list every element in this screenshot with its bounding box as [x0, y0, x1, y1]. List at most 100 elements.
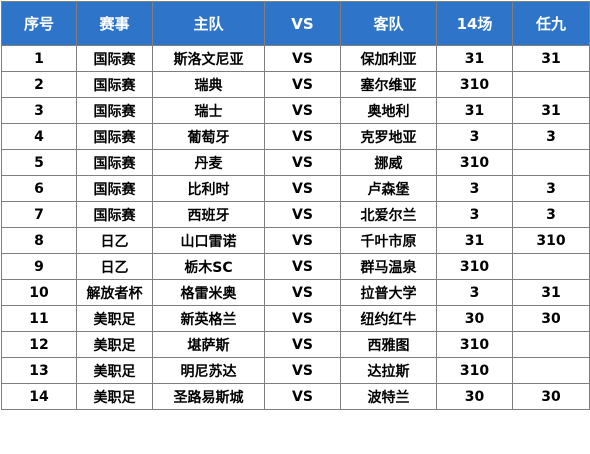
- table-body: 1 国际赛 斯洛文尼亚 VS 保加利亚 31 31 2 国际赛 瑞典 VS 塞尔维亚 310 3 国际赛 瑞士…: [1, 45, 590, 410]
- table-row: 10 解放者杯 格雷米奥 VS 拉普大学 3 31: [1, 279, 590, 306]
- cell-vs: VS: [264, 331, 341, 358]
- cell-home-team: 堪萨斯: [152, 331, 265, 358]
- cell-no: 11: [1, 305, 77, 332]
- cell-away-team: 北爱尔兰: [340, 201, 437, 228]
- cell-event: 美职足: [76, 357, 153, 384]
- cell-r9-pick: 31: [512, 45, 590, 72]
- table-row: 4 国际赛 葡萄牙 VS 克罗地亚 3 3: [1, 123, 590, 150]
- cell-away-team: 塞尔维亚: [340, 71, 437, 98]
- cell-home-team: 比利时: [152, 175, 265, 202]
- header-event: 赛事: [76, 1, 153, 46]
- cell-event: 国际赛: [76, 123, 153, 150]
- header-vs: VS: [264, 1, 341, 46]
- cell-away-team: 保加利亚: [340, 45, 437, 72]
- cell-home-team: 新英格兰: [152, 305, 265, 332]
- cell-14-pick: 310: [436, 331, 513, 358]
- cell-r9-pick: 31: [512, 97, 590, 124]
- cell-no: 13: [1, 357, 77, 384]
- cell-14-pick: 31: [436, 227, 513, 254]
- cell-r9-pick: 30: [512, 305, 590, 332]
- cell-14-pick: 3: [436, 279, 513, 306]
- cell-event: 美职足: [76, 383, 153, 410]
- cell-no: 4: [1, 123, 77, 150]
- cell-event: 国际赛: [76, 201, 153, 228]
- table-row: 8 日乙 山口雷诺 VS 千叶市原 31 310: [1, 227, 590, 254]
- cell-event: 国际赛: [76, 149, 153, 176]
- cell-home-team: 明尼苏达: [152, 357, 265, 384]
- cell-r9-pick: [512, 71, 590, 98]
- table-row: 6 国际赛 比利时 VS 卢森堡 3 3: [1, 175, 590, 202]
- cell-vs: VS: [264, 71, 341, 98]
- cell-away-team: 奥地利: [340, 97, 437, 124]
- header-no: 序号: [1, 1, 77, 46]
- cell-event: 国际赛: [76, 97, 153, 124]
- cell-no: 1: [1, 45, 77, 72]
- cell-14-pick: 3: [436, 175, 513, 202]
- cell-event: 国际赛: [76, 175, 153, 202]
- cell-away-team: 西雅图: [340, 331, 437, 358]
- cell-no: 9: [1, 253, 77, 280]
- cell-14-pick: 30: [436, 305, 513, 332]
- cell-no: 6: [1, 175, 77, 202]
- cell-vs: VS: [264, 357, 341, 384]
- cell-home-team: 栃木SC: [152, 253, 265, 280]
- cell-vs: VS: [264, 383, 341, 410]
- cell-event: 美职足: [76, 331, 153, 358]
- cell-14-pick: 3: [436, 201, 513, 228]
- match-schedule-table: 序号 赛事 主队 VS 客队 14场 任九 1 国际赛 斯洛文尼亚 VS 保加利亚 31 3…: [1, 1, 590, 410]
- table-row: 13 美职足 明尼苏达 VS 达拉斯 310: [1, 357, 590, 384]
- cell-no: 10: [1, 279, 77, 306]
- cell-vs: VS: [264, 123, 341, 150]
- cell-home-team: 格雷米奥: [152, 279, 265, 306]
- cell-away-team: 卢森堡: [340, 175, 437, 202]
- header-r9: 任九: [512, 1, 590, 46]
- cell-r9-pick: 310: [512, 227, 590, 254]
- cell-r9-pick: 30: [512, 383, 590, 410]
- cell-home-team: 西班牙: [152, 201, 265, 228]
- cell-home-team: 丹麦: [152, 149, 265, 176]
- cell-event: 解放者杯: [76, 279, 153, 306]
- cell-vs: VS: [264, 97, 341, 124]
- cell-14-pick: 310: [436, 357, 513, 384]
- table-row: 7 国际赛 西班牙 VS 北爱尔兰 3 3: [1, 201, 590, 228]
- cell-14-pick: 31: [436, 45, 513, 72]
- header-row: 序号 赛事 主队 VS 客队 14场 任九: [1, 1, 590, 46]
- cell-no: 14: [1, 383, 77, 410]
- cell-home-team: 山口雷诺: [152, 227, 265, 254]
- table-row: 2 国际赛 瑞典 VS 塞尔维亚 310: [1, 71, 590, 98]
- cell-r9-pick: [512, 253, 590, 280]
- cell-r9-pick: [512, 149, 590, 176]
- table-row: 9 日乙 栃木SC VS 群马温泉 310: [1, 253, 590, 280]
- cell-away-team: 千叶市原: [340, 227, 437, 254]
- cell-no: 2: [1, 71, 77, 98]
- cell-no: 12: [1, 331, 77, 358]
- cell-home-team: 瑞士: [152, 97, 265, 124]
- cell-14-pick: 310: [436, 253, 513, 280]
- cell-r9-pick: 3: [512, 123, 590, 150]
- cell-14-pick: 310: [436, 71, 513, 98]
- cell-r9-pick: [512, 331, 590, 358]
- cell-home-team: 斯洛文尼亚: [152, 45, 265, 72]
- cell-14-pick: 310: [436, 149, 513, 176]
- header-away: 客队: [340, 1, 437, 46]
- cell-14-pick: 30: [436, 383, 513, 410]
- header-home: 主队: [152, 1, 265, 46]
- cell-home-team: 圣路易斯城: [152, 383, 265, 410]
- cell-r9-pick: 3: [512, 201, 590, 228]
- cell-home-team: 葡萄牙: [152, 123, 265, 150]
- cell-vs: VS: [264, 227, 341, 254]
- cell-vs: VS: [264, 201, 341, 228]
- cell-no: 8: [1, 227, 77, 254]
- cell-away-team: 波特兰: [340, 383, 437, 410]
- cell-vs: VS: [264, 305, 341, 332]
- cell-no: 3: [1, 97, 77, 124]
- cell-vs: VS: [264, 279, 341, 306]
- cell-event: 国际赛: [76, 71, 153, 98]
- cell-away-team: 群马温泉: [340, 253, 437, 280]
- cell-no: 5: [1, 149, 77, 176]
- table-row: 5 国际赛 丹麦 VS 挪威 310: [1, 149, 590, 176]
- table-row: 11 美职足 新英格兰 VS 纽约红牛 30 30: [1, 305, 590, 332]
- table-row: 12 美职足 堪萨斯 VS 西雅图 310: [1, 331, 590, 358]
- cell-vs: VS: [264, 149, 341, 176]
- cell-r9-pick: 31: [512, 279, 590, 306]
